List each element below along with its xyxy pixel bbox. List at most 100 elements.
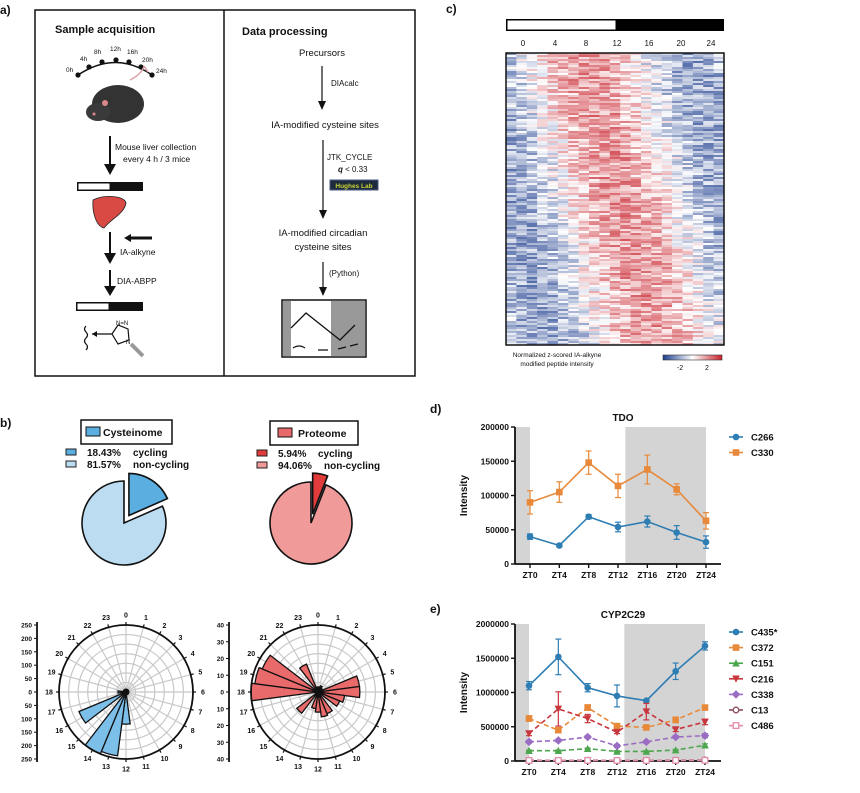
- heatmap-cell: [641, 223, 652, 225]
- heatmap-cell: [693, 219, 704, 221]
- heatmap-cell: [620, 67, 631, 69]
- heatmap-cell: [662, 341, 673, 343]
- heatmap-cell: [568, 263, 579, 265]
- heatmap-cell: [714, 99, 725, 101]
- heatmap-cell: [662, 219, 673, 221]
- heatmap-cell: [537, 203, 548, 205]
- heatmap-cell: [599, 139, 610, 141]
- polar-hour-tick: [250, 709, 253, 710]
- heatmap-cell: [662, 119, 673, 121]
- heatmap-cell: [610, 293, 621, 295]
- heatmap-cell: [589, 61, 600, 63]
- heatmap-cell: [599, 163, 610, 165]
- heatmap-cell: [589, 271, 600, 273]
- heatmap-cell: [568, 115, 579, 117]
- heatmap-cell: [548, 315, 559, 317]
- heatmap-cell: [693, 169, 704, 171]
- heatmap-cell: [537, 89, 548, 91]
- heatmap-cell: [506, 309, 517, 311]
- heatmap-cell: [506, 115, 517, 117]
- heatmap-cell: [682, 261, 693, 263]
- heatmap-cell: [558, 297, 569, 299]
- heatmap-cell: [568, 55, 579, 57]
- heatmap-cell: [537, 339, 548, 341]
- heatmap-cell: [548, 167, 559, 169]
- heatmap-cell: [703, 249, 714, 251]
- heatmap-cell: [714, 251, 725, 253]
- heatmap-cell: [558, 337, 569, 339]
- heatmap-cell: [527, 325, 538, 327]
- heatmap-cell: [579, 151, 590, 153]
- heatmap-cell: [693, 57, 704, 59]
- heatmap-cell: [651, 173, 662, 175]
- heatmap-cell: [568, 169, 579, 171]
- heatmap-cell: [703, 157, 714, 159]
- heatmap-cell: [703, 183, 714, 185]
- heatmap-cell: [641, 187, 652, 189]
- radial-axis-label: 150: [21, 730, 32, 737]
- heatmap-cell: [568, 187, 579, 189]
- heatmap-cell: [662, 209, 673, 211]
- heatmap-cell: [620, 175, 631, 177]
- heatmap-cell: [662, 115, 673, 117]
- heatmap-cell: [599, 153, 610, 155]
- heatmap-cell: [537, 177, 548, 179]
- heatmap-cell: [599, 75, 610, 77]
- heatmap-cell: [516, 131, 527, 133]
- heatmap-cell: [579, 147, 590, 149]
- heatmap-cell: [620, 243, 631, 245]
- heatmap-cell: [672, 115, 683, 117]
- heatmap-cell: [631, 329, 642, 331]
- heatmap-cell: [527, 317, 538, 319]
- heatmap-cell: [548, 173, 559, 175]
- heatmap-cell: [548, 145, 559, 147]
- heatmap-cell: [682, 89, 693, 91]
- heatmap-cell: [599, 151, 610, 153]
- heatmap-cell: [651, 191, 662, 193]
- heatmap-cell: [672, 247, 683, 249]
- heatmap-cell: [548, 219, 559, 221]
- heatmap-cell: [599, 107, 610, 109]
- heatmap-cell: [558, 261, 569, 263]
- heatmap-cell: [610, 93, 621, 95]
- heatmap-cell: [516, 255, 527, 257]
- heatmap-cell: [599, 185, 610, 187]
- heatmap-cell: [506, 163, 517, 165]
- heatmap-cell: [589, 81, 600, 83]
- heatmap-cell: [558, 209, 569, 211]
- heatmap-cell: [548, 159, 559, 161]
- heatmap-cell: [703, 145, 714, 147]
- heatmap-cell: [620, 225, 631, 227]
- heatmap-cell: [714, 229, 725, 231]
- heatmap-cell: [714, 97, 725, 99]
- heatmap-cell: [662, 243, 673, 245]
- legend-marker: [733, 629, 740, 636]
- heatmap-cell: [589, 171, 600, 173]
- heatmap-cell: [672, 127, 683, 129]
- heatmap-cell: [558, 245, 569, 247]
- heatmap-cell: [537, 287, 548, 289]
- heatmap-cell: [693, 91, 704, 93]
- heatmap-cell: [506, 257, 517, 259]
- heatmap-cell: [682, 241, 693, 243]
- heatmap-cell: [703, 113, 714, 115]
- heatmap-cell: [537, 79, 548, 81]
- heatmap-cell: [693, 293, 704, 295]
- heatmap-cell: [620, 335, 631, 337]
- heatmap-cell: [703, 129, 714, 131]
- heatmap-cell: [589, 109, 600, 111]
- heatmap-cell: [506, 297, 517, 299]
- heatmap-cell: [506, 79, 517, 81]
- heatmap-cell: [516, 157, 527, 159]
- heatmap-cell: [558, 181, 569, 183]
- heatmap-cell: [682, 93, 693, 95]
- heatmap-cell: [631, 85, 642, 87]
- heatmap-cell: [537, 63, 548, 65]
- heatmap-cell: [548, 135, 559, 137]
- heatmap-cell: [558, 217, 569, 219]
- legend-marker: [733, 449, 740, 456]
- heatmap-cell: [558, 275, 569, 277]
- heatmap-cell: [579, 231, 590, 233]
- heatmap-cell: [620, 235, 631, 237]
- heatmap-cell: [631, 169, 642, 171]
